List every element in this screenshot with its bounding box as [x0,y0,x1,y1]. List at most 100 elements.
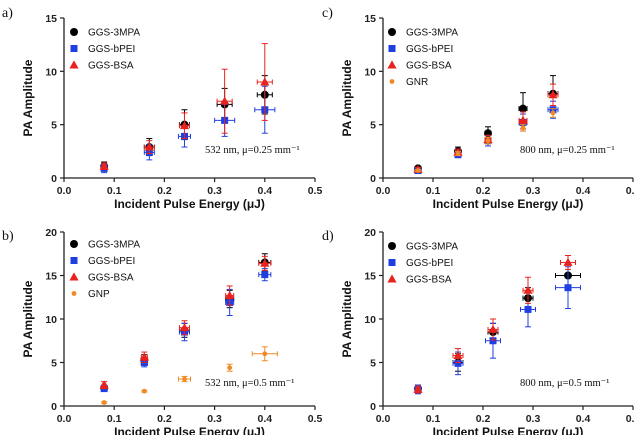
legend-marker [389,79,395,84]
data-point [523,285,533,294]
legend-marker [71,291,77,296]
x-tick-label: 0.3 [207,185,222,197]
data-point [260,258,270,267]
data-point [454,359,462,367]
y-tick-label: 0 [370,401,376,413]
y-tick-label: 5 [370,358,376,370]
data-point [101,400,107,405]
legend-marker [388,45,396,52]
legend: GGS-3MPA GGS-bPEI GGS-BSA GNR [387,28,458,88]
y-tick-label: 10 [45,66,57,78]
x-axis-label: Incident Pulse Energy (μJ) [433,197,584,211]
legend-marker [388,242,396,250]
y-tick-label: 15 [364,271,376,283]
y-tick-label: 10 [364,314,376,326]
x-tick-label: 0.2 [476,413,491,425]
legend-marker [70,28,78,36]
series-ggs-bpei [100,85,276,174]
condition-annotation: 800 nm, μ=0.25 mm⁻¹ [520,145,615,156]
chart-panel: a) 0.0 0.1 0.2 0.3 0.4 0.5 0 5 10 15 Incident Pulse… [2,6,322,211]
data-point [520,125,526,131]
x-tick-label: 0.0 [376,185,391,197]
x-tick-label: 0.2 [157,185,172,197]
panel-letter: a) [2,6,13,21]
legend: GGS-3MPA GGS-bPEI GGS-BSA [69,28,140,72]
legend-label: GGS-bPEI [88,44,135,55]
x-tick-label: 0.4 [257,413,272,425]
y-tick-label: 5 [51,358,57,370]
data-point [489,337,497,345]
chart-panel: d) 0.0 0.1 0.2 0.3 0.4 0.5 0 5 10 15 20 Incident Pul… [322,227,634,435]
x-tick-label: 0.4 [257,185,272,197]
condition-annotation: 800 nm, μ=0.5 mm⁻¹ [520,378,609,389]
series-ggs-bsa [99,255,272,390]
y-tick-label: 15 [364,13,376,25]
y-tick-label: 10 [364,66,376,78]
x-tick-label: 0.4 [576,413,591,425]
data-point [99,161,109,170]
legend-marker [70,240,78,248]
legend-label: GNP [88,289,110,300]
x-tick-label: 0.5 [308,413,323,425]
data-point [519,104,527,113]
data-point [453,350,463,359]
y-tick-label: 0 [51,173,57,185]
data-point [548,90,558,99]
x-tick-label: 0.3 [526,185,541,197]
chart-panel: c) 0.0 0.1 0.2 0.3 0.4 0.5 0 5 10 15 Incident Pulse… [322,6,634,211]
x-tick-label: 0.3 [207,413,222,425]
x-tick-label: 0.1 [426,413,441,425]
y-tick-label: 10 [45,314,57,326]
data-point [518,115,528,124]
x-tick-label: 0.5 [626,185,634,197]
x-tick-label: 0.0 [57,413,72,425]
y-tick-label: 0 [370,173,376,185]
panel-letter: b) [2,229,14,244]
data-point [227,365,233,371]
legend-label: GGS-bPEI [406,44,453,55]
legend-label: GGS-BSA [88,61,134,72]
data-point [179,121,190,130]
y-axis-label: PA Amplitude [340,280,354,357]
data-point [139,352,149,361]
legend-marker [69,272,79,281]
legend-marker [388,259,396,266]
series-ggs-bsa [413,254,576,394]
x-tick-label: 0.5 [308,185,323,197]
legend-marker [387,274,397,283]
y-tick-label: 15 [45,13,57,25]
y-axis-label: PA Amplitude [340,59,354,136]
y-tick-label: 5 [51,120,57,132]
x-tick-label: 0.2 [157,413,172,425]
legend-label: GGS-3MPA [406,28,458,39]
legend-marker [70,45,78,52]
legend: GGS-3MPA GGS-bPEI GGS-BSA GNP [69,240,140,300]
x-tick-label: 0.1 [107,185,122,197]
series-ggs-3mpa [100,75,273,172]
legend-label: GGS-3MPA [88,28,140,39]
legend-marker [70,257,78,264]
data-point [220,96,230,105]
x-tick-label: 0.4 [576,185,591,197]
x-tick-label: 0.1 [107,413,122,425]
x-axis-label: Incident Pulse Energy (μJ) [433,425,584,435]
series-ggs-bsa [413,83,559,173]
series-gnp [101,346,278,405]
data-point [144,142,154,151]
legend-label: GGS-BSA [88,273,134,284]
data-point [415,168,421,173]
y-axis-label: PA Amplitude [21,59,35,136]
chart-panel: b) 0.0 0.1 0.2 0.3 0.4 0.5 0 5 10 15 20 Incident Pul… [2,227,322,435]
x-tick-label: 0.3 [526,413,541,425]
x-tick-label: 0.0 [57,185,72,197]
legend-label: GGS-bPEI [406,258,453,269]
x-axis-label: Incident Pulse Energy (μJ) [114,425,265,435]
legend-marker [387,60,397,69]
legend-label: GGS-3MPA [406,242,458,253]
series-ggs-bsa [99,43,273,170]
y-tick-label: 20 [45,227,57,239]
condition-annotation: 532 nm, μ=0.25 mm⁻¹ [205,145,300,156]
y-tick-label: 15 [45,271,57,283]
data-point [564,284,572,292]
